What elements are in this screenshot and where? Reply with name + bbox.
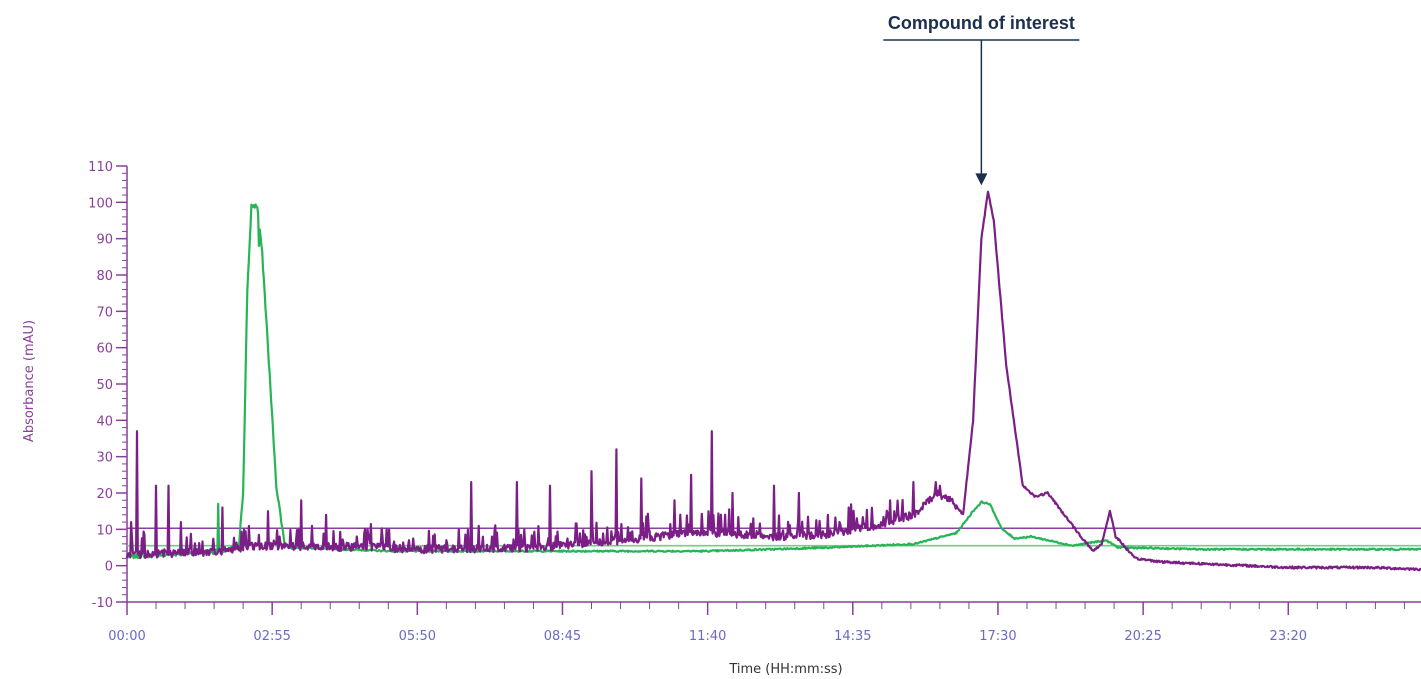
x-tick-label: 05:50 bbox=[399, 629, 436, 644]
y-tick-label: 70 bbox=[96, 305, 113, 320]
x-tick-label: 00:00 bbox=[108, 629, 145, 644]
y-tick-label: 0 bbox=[105, 560, 113, 575]
annotation: Compound of interest bbox=[883, 13, 1080, 186]
y-tick-label: 20 bbox=[96, 487, 113, 502]
x-tick-label: 14:35 bbox=[834, 629, 871, 644]
y-tick-label: -10 bbox=[92, 596, 113, 611]
y-tick-label: 40 bbox=[96, 414, 113, 429]
series-layer bbox=[125, 190, 1421, 572]
y-tick-label: 60 bbox=[96, 342, 113, 357]
x-tick-label: 20:25 bbox=[1124, 629, 1161, 644]
y-tick-label: 110 bbox=[88, 160, 113, 175]
x-tick-label: 23:20 bbox=[1270, 629, 1307, 644]
y-tick-label: 30 bbox=[96, 451, 113, 466]
x-tick-label: 11:40 bbox=[689, 629, 726, 644]
x-tick-label: 17:30 bbox=[979, 629, 1016, 644]
annotation-arrowhead bbox=[975, 173, 988, 186]
x-tick-label: 02:55 bbox=[253, 629, 290, 644]
series-line-green bbox=[126, 203, 1421, 560]
y-tick-label: 90 bbox=[96, 233, 113, 248]
annotation-label: Compound of interest bbox=[888, 13, 1075, 33]
x-axis-label: Time (HH:mm:ss) bbox=[728, 662, 842, 677]
y-tick-label: 50 bbox=[96, 378, 113, 393]
series-line-purple bbox=[125, 190, 1421, 572]
y-tick-label: 100 bbox=[88, 196, 113, 211]
x-tick-label: 08:45 bbox=[544, 629, 581, 644]
axes: -10 0 10 20 30 40 50 60 70 80 90 100 110 00:00 02:55 05… bbox=[88, 160, 1421, 644]
y-axis-label: Absorbance (mAU) bbox=[22, 320, 37, 442]
y-tick-label: 10 bbox=[96, 523, 113, 538]
y-tick-label: 80 bbox=[96, 269, 113, 284]
